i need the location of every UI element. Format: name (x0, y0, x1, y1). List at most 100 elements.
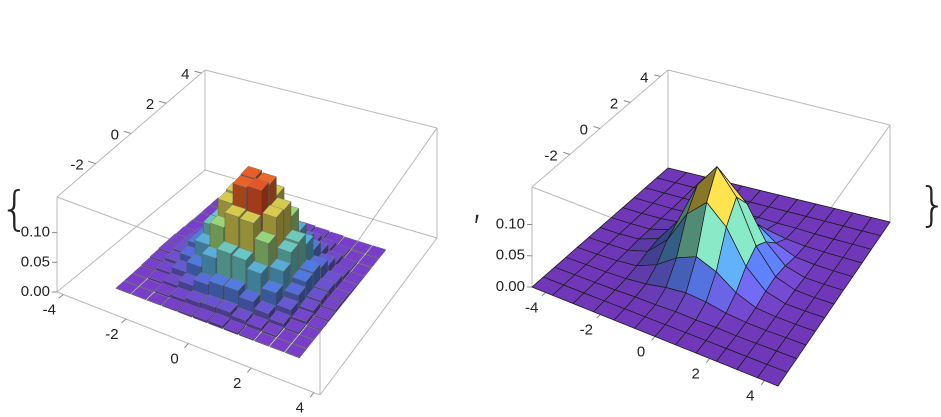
bar-top (192, 307, 215, 321)
bar-top (185, 289, 208, 304)
bar (261, 322, 284, 339)
bar-top (261, 322, 284, 336)
bar-top (208, 312, 231, 326)
bar (321, 296, 343, 314)
bar-top (306, 287, 328, 301)
x-tick (309, 392, 315, 398)
x-tick (58, 294, 64, 299)
z-tick-label: 0.00 (21, 283, 50, 300)
bar (254, 332, 276, 347)
x-tick (760, 380, 765, 386)
bar-top (115, 280, 139, 294)
bar (306, 316, 329, 332)
bar-top (306, 316, 329, 330)
bar-top (238, 325, 261, 340)
bar-top (269, 258, 291, 272)
bar-top (139, 278, 162, 292)
bar-top (299, 259, 321, 273)
x-tick-label: 4 (746, 387, 754, 404)
bar-top (262, 204, 284, 218)
bar-top (292, 334, 314, 349)
bar (146, 292, 169, 306)
surface-patch (757, 364, 788, 387)
y-tick (194, 70, 202, 74)
bar-top (246, 314, 269, 329)
bar-top (299, 297, 321, 311)
y-tick (123, 130, 132, 134)
y-tick (623, 100, 631, 103)
bar-top (365, 245, 387, 259)
bar-top (254, 230, 276, 244)
bar (358, 254, 379, 269)
bar (284, 318, 306, 335)
bar-top (246, 260, 269, 275)
bar-top (343, 271, 365, 285)
separator: , (470, 175, 485, 229)
close-brace: } (918, 178, 941, 232)
bar-top (276, 329, 299, 343)
bar (314, 306, 336, 323)
bar-top (314, 277, 336, 292)
bar-top (231, 247, 254, 261)
bar-top (291, 268, 314, 283)
x-tick-label: 0 (170, 350, 178, 367)
z-tick-label: 0.05 (496, 247, 525, 264)
bar (269, 310, 291, 330)
box-edge (56, 169, 206, 293)
x-tick (705, 358, 711, 364)
y-tick (88, 160, 96, 165)
bar-top (254, 300, 276, 314)
y-tick-label: -2 (70, 157, 83, 174)
bar-top (336, 279, 358, 293)
y-tick (654, 74, 661, 77)
x-tick-label: -2 (105, 326, 118, 343)
x-tick (247, 367, 252, 373)
y-tick-label: -2 (544, 147, 557, 164)
bar (115, 280, 139, 295)
bar (351, 240, 372, 255)
z-tick-label: 0.05 (21, 253, 50, 270)
bar-top (239, 210, 262, 224)
bar-top (124, 273, 147, 286)
bar-top (269, 310, 291, 324)
bar (299, 325, 321, 341)
z-tick-label: 0.00 (496, 278, 525, 295)
bar-top (284, 343, 307, 358)
box-edge (667, 69, 891, 126)
bar-top (223, 277, 246, 292)
x-tick-label: 2 (233, 375, 241, 392)
bar-top (161, 297, 185, 311)
bar-top (254, 332, 276, 346)
bar-top (314, 306, 336, 321)
x-tick-label: -4 (525, 299, 538, 316)
bar (292, 334, 314, 350)
y-tick (158, 100, 167, 104)
y-tick-label: 4 (181, 66, 189, 83)
x-tick-label: 4 (296, 400, 304, 417)
bar-top (132, 265, 156, 279)
y-tick (593, 125, 601, 129)
x-tick (121, 318, 127, 324)
bar-top (131, 286, 154, 300)
y-tick-label: 2 (610, 95, 618, 112)
bar-top (240, 165, 263, 179)
bar-top (291, 308, 314, 322)
bar-top (200, 294, 223, 308)
bar-top (223, 319, 246, 334)
plot-3d: -4 -2 0 2 4 -2 0 2 4 0.00 0.05 0.10 (496, 69, 891, 404)
bar-top (351, 240, 372, 254)
bar (131, 286, 154, 301)
y-tick-label: 2 (146, 96, 154, 113)
bar (238, 325, 261, 342)
bar (161, 297, 185, 312)
y-tick-label: 0 (580, 121, 588, 138)
bar-top (238, 288, 261, 303)
bar-top (299, 325, 321, 340)
bar-top (284, 318, 306, 333)
bar-top (328, 287, 350, 302)
box-edge (319, 237, 438, 396)
bar-top (247, 177, 269, 191)
bar-top (216, 240, 239, 255)
box-edge (204, 69, 438, 129)
